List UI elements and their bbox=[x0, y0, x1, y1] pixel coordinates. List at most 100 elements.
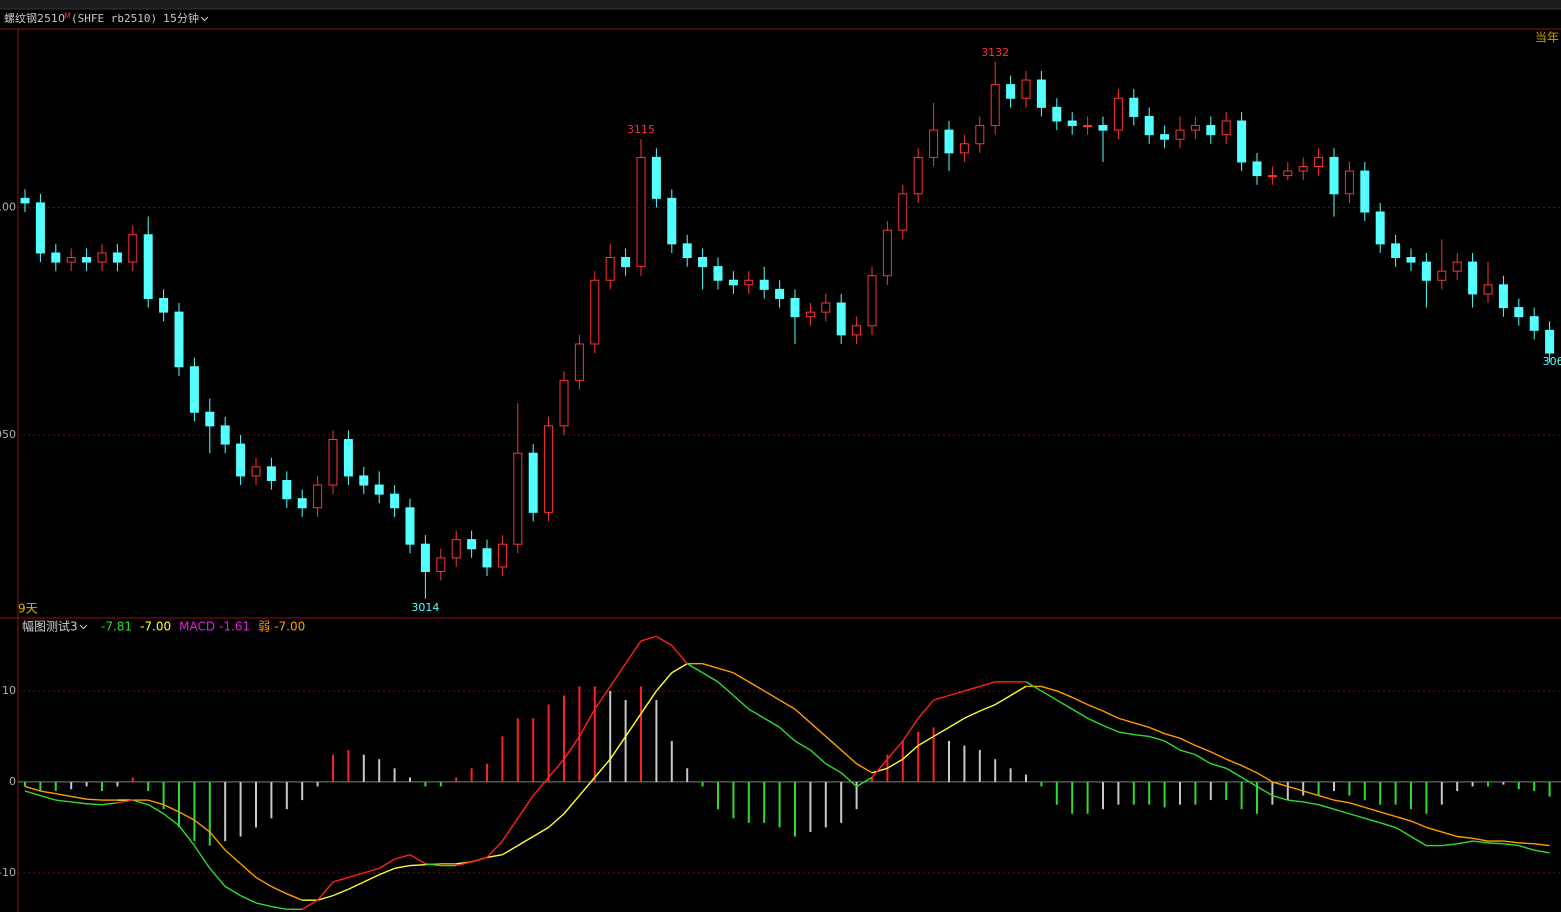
candle-body bbox=[112, 252, 122, 263]
slow-line-segment bbox=[24, 785, 41, 792]
candle-body bbox=[1360, 170, 1370, 213]
candle-body bbox=[821, 302, 831, 313]
slow-line-segment bbox=[733, 672, 750, 683]
macd-bar bbox=[901, 740, 904, 782]
fast-line-segment bbox=[271, 905, 287, 910]
fast-line-segment bbox=[1364, 817, 1381, 824]
macd-bar bbox=[1009, 768, 1012, 782]
slow-line-segment bbox=[1225, 758, 1242, 767]
indicator-chevron[interactable] bbox=[79, 624, 88, 630]
fast-line-segment bbox=[1256, 785, 1273, 797]
candle-body bbox=[266, 466, 276, 481]
symbol[interactable]: 螺纹钢2510 bbox=[4, 11, 65, 25]
candle-body bbox=[97, 252, 107, 263]
fast-line-segment bbox=[856, 776, 873, 788]
fast-line-segment bbox=[548, 758, 565, 778]
slow-line-segment bbox=[148, 799, 164, 806]
candle-body bbox=[343, 439, 353, 477]
slow-line-segment bbox=[1179, 737, 1196, 747]
candle-body bbox=[1437, 270, 1447, 281]
fast-line-segment bbox=[117, 799, 133, 804]
legend-name: 弱 bbox=[258, 620, 270, 634]
slow-line-segment bbox=[871, 767, 888, 774]
slow-line-segment bbox=[1241, 764, 1258, 774]
candle-body bbox=[1514, 307, 1524, 318]
candle-body bbox=[1113, 97, 1123, 131]
fast-line-segment bbox=[471, 856, 488, 863]
candle-body bbox=[898, 193, 908, 231]
fast-line-segment bbox=[1441, 843, 1458, 847]
slow-line-segment bbox=[1426, 826, 1442, 833]
fast-line-segment bbox=[24, 790, 41, 797]
slow-line-segment bbox=[1195, 744, 1212, 753]
macd-bar bbox=[1148, 781, 1151, 805]
fast-line-segment bbox=[1380, 822, 1396, 829]
macd-bar bbox=[655, 700, 658, 782]
fast-line-segment bbox=[1025, 681, 1042, 692]
slow-line-segment bbox=[332, 888, 349, 897]
macd-bar bbox=[1317, 781, 1320, 796]
candle-body bbox=[559, 379, 569, 427]
fast-line-segment bbox=[640, 635, 657, 642]
candle-body bbox=[1421, 261, 1431, 281]
macd-bar bbox=[578, 686, 581, 782]
macd-bar bbox=[763, 781, 766, 823]
period-label: 9天 bbox=[18, 602, 38, 616]
candle-body bbox=[1098, 125, 1108, 131]
fast-line-segment bbox=[1518, 844, 1535, 851]
period-chevron[interactable] bbox=[200, 16, 209, 22]
macd-bar bbox=[424, 781, 427, 787]
fast-line-segment bbox=[1210, 763, 1227, 769]
indicator-name[interactable]: 幅图测试3 bbox=[22, 619, 78, 634]
fast-line-segment bbox=[763, 717, 780, 728]
candle-body bbox=[1021, 79, 1031, 99]
candle-body bbox=[836, 302, 846, 336]
macd-bar bbox=[439, 781, 442, 787]
macd-bar bbox=[593, 686, 596, 782]
slow-line-segment bbox=[578, 776, 596, 797]
candle-body bbox=[1052, 106, 1062, 122]
candle-body bbox=[959, 143, 969, 154]
slow-line-segment bbox=[979, 703, 996, 712]
fast-line-segment bbox=[301, 899, 318, 910]
legend-value: -7.00 bbox=[274, 620, 305, 634]
fast-line-segment bbox=[224, 885, 241, 897]
fast-line-segment bbox=[1087, 717, 1104, 727]
candle-body bbox=[1545, 329, 1555, 354]
macd-bar bbox=[1102, 781, 1104, 810]
macd-bar bbox=[1256, 781, 1258, 814]
slow-line-segment bbox=[317, 894, 334, 901]
fast-line-segment bbox=[1333, 808, 1350, 815]
macd-bar bbox=[732, 781, 735, 819]
period-select[interactable]: 15分钟 bbox=[163, 11, 199, 25]
fast-line-segment bbox=[317, 881, 334, 901]
macd-bar bbox=[717, 781, 719, 810]
slow-line-segment bbox=[1256, 772, 1273, 783]
slow-line-segment bbox=[748, 681, 765, 692]
slow-line-segment bbox=[594, 758, 611, 778]
slow-line-segment bbox=[255, 876, 272, 888]
candle-body bbox=[990, 84, 1000, 127]
slow-line-segment bbox=[640, 690, 657, 715]
slow-line-segment bbox=[1041, 685, 1057, 692]
macd-bar bbox=[1163, 781, 1166, 808]
slow-line-segment bbox=[517, 835, 534, 847]
candle-body bbox=[1006, 84, 1016, 99]
candle-body bbox=[744, 279, 754, 286]
slow-line-segment bbox=[1318, 794, 1335, 801]
macd-bar bbox=[1286, 781, 1289, 801]
slow-line-segment bbox=[1102, 710, 1119, 719]
slow-line-segment bbox=[271, 885, 288, 895]
fast-line-segment bbox=[363, 867, 380, 874]
fast-line-segment bbox=[1487, 842, 1504, 845]
fast-line-segment bbox=[732, 694, 750, 710]
slow-line-segment bbox=[1056, 690, 1073, 698]
toolbar-strip[interactable] bbox=[0, 0, 1561, 9]
macd-bar bbox=[932, 727, 935, 782]
slow-line-segment bbox=[1210, 751, 1227, 760]
macd-bar bbox=[1502, 781, 1505, 785]
candle-body bbox=[621, 257, 631, 268]
macd-bar bbox=[1440, 781, 1443, 805]
legend-name: MACD bbox=[179, 620, 215, 634]
macd-bar bbox=[362, 754, 365, 782]
